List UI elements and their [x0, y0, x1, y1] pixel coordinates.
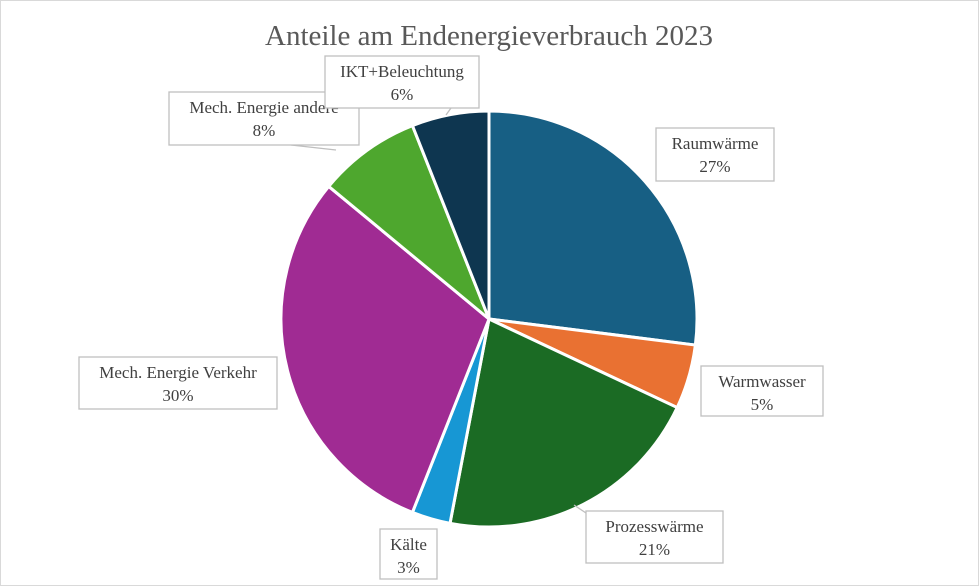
data-label-category-7: IKT+Beleuchtung: [340, 62, 464, 81]
data-label-box-1: [655, 127, 775, 182]
pie-slice-3: [448, 317, 679, 529]
data-label-box-3: [585, 510, 724, 564]
data-label-value-6: 8%: [253, 121, 276, 140]
data-label-box-4: [379, 528, 438, 580]
data-label-category-1: Raumwärme: [672, 134, 759, 153]
data-label-category-4: Kälte: [390, 535, 427, 554]
pie-slice-5: [279, 184, 491, 514]
data-label-value-7: 6%: [391, 85, 414, 104]
data-label-value-3: 21%: [639, 540, 670, 559]
data-label-category-2: Warmwasser: [718, 372, 806, 391]
data-label-box-7: [324, 55, 480, 109]
chart-title: Anteile am Endenergieverbrauch 2023: [265, 20, 713, 52]
data-label-value-1: 27%: [699, 157, 730, 176]
leader-line-3: [573, 504, 587, 514]
data-label-value-5: 30%: [162, 386, 193, 405]
data-label-value-2: 5%: [751, 395, 774, 414]
data-label-box-2: [700, 365, 824, 417]
leader-line-7: [445, 107, 452, 116]
pie-slice-1: [487, 109, 699, 347]
leader-lines: [290, 107, 587, 514]
data-label-box-5: [78, 356, 278, 410]
data-label-value-4: 3%: [397, 558, 420, 577]
data-label-category-3: Prozesswärme: [605, 517, 703, 536]
data-label-category-6: Mech. Energie andere: [189, 98, 338, 117]
pie-slice-7: [410, 109, 491, 321]
pie-slice-6: [327, 124, 491, 321]
data-labels: Raumwärme 27% Warmwasser 5% Prozesswärme 21% K…: [78, 55, 824, 580]
leader-line-6: [290, 144, 337, 151]
slices: [279, 109, 699, 529]
data-label-category-5: Mech. Energie Verkehr: [99, 363, 257, 382]
